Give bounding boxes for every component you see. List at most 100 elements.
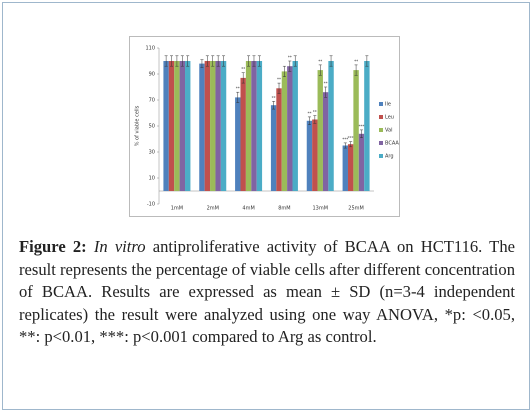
bar: [287, 66, 293, 191]
caption: Figure 2: In vitro antiproliferative act…: [19, 236, 515, 349]
x-tick-label: 1mM: [171, 206, 183, 212]
error-bar: [307, 116, 311, 125]
error-bar: [324, 86, 328, 98]
y-tick-label: 70: [149, 98, 155, 104]
y-tick-label: 10: [149, 176, 155, 182]
error-bar: [252, 55, 256, 67]
bar: [317, 70, 323, 191]
error-bar: [349, 141, 353, 148]
error-bar: [288, 60, 292, 72]
legend-label: Leu: [385, 115, 394, 121]
legend-label: Val: [385, 128, 393, 134]
error-bar: [277, 82, 281, 94]
error-bar: [200, 59, 204, 68]
error-bar: [329, 55, 333, 67]
significance: **: [354, 59, 358, 64]
error-bar: [343, 142, 347, 149]
significance: **: [272, 95, 276, 100]
bar: [235, 97, 241, 191]
error-bar: [282, 65, 286, 77]
bar: [256, 61, 263, 191]
bar: [347, 144, 354, 191]
bar: [270, 105, 277, 191]
y-axis-label: % of viable cells: [135, 105, 141, 146]
significance: **: [313, 110, 317, 115]
x-tick-label: 13mM: [312, 206, 328, 212]
error-bar: [186, 55, 190, 67]
bar: [240, 77, 246, 191]
bar: [251, 61, 257, 191]
bar: [185, 61, 191, 191]
error-bar: [241, 72, 245, 84]
legend-swatch: [379, 102, 383, 106]
legend-swatch: [379, 141, 383, 145]
error-bar: [272, 101, 276, 110]
x-tick-label: 4mM: [242, 206, 254, 212]
bar: [292, 61, 298, 191]
significance: **: [241, 67, 245, 72]
bar: [245, 61, 252, 191]
bar: [276, 88, 282, 191]
caption-italic: In vitro: [93, 237, 146, 256]
significance: **: [307, 111, 311, 116]
error-bar: [247, 55, 251, 67]
bar: [342, 145, 348, 191]
legend-label: Ile: [385, 102, 391, 108]
error-bar: [313, 115, 317, 124]
error-bar: [354, 64, 358, 76]
bar: [199, 63, 205, 191]
error-bar: [216, 55, 220, 67]
legend-label: BCAA: [385, 141, 399, 147]
significance: **: [236, 86, 240, 91]
significance: **: [324, 81, 328, 86]
error-bar: [211, 55, 215, 67]
error-bar: [175, 55, 179, 67]
legend-swatch: [379, 128, 383, 132]
significance: ***: [342, 137, 348, 142]
bar: [358, 133, 365, 191]
bar: [168, 61, 175, 191]
error-bar: [318, 64, 322, 76]
bar: [306, 120, 313, 191]
chart: % of viable cells -10 10 30 50 70 90 110 1mM 2mM…: [129, 36, 400, 217]
caption-label: Figure 2:: [19, 237, 87, 256]
significance: **: [318, 59, 322, 64]
bar: [174, 61, 180, 191]
bar: [364, 61, 370, 191]
significance: **: [277, 77, 281, 82]
x-tick-label: 2mM: [207, 206, 219, 212]
y-tick-label: 90: [149, 72, 155, 78]
significance: ***: [358, 124, 364, 129]
x-tick-label: 8mM: [278, 206, 290, 212]
bar: [281, 71, 288, 191]
bar: [210, 61, 216, 191]
significance: **: [288, 55, 292, 60]
bar: [353, 70, 359, 191]
bar: [322, 92, 329, 191]
bar: [328, 61, 334, 191]
legend-swatch: [379, 115, 383, 119]
bar: [220, 61, 227, 191]
y-tick-label: -10: [147, 202, 155, 208]
error-bar: [365, 55, 369, 67]
significance: ***: [348, 136, 354, 141]
legend-label: Arg: [385, 154, 394, 160]
error-bar: [170, 55, 174, 67]
bar: [163, 61, 169, 191]
y-tick-label: 110: [145, 46, 155, 52]
error-bar: [205, 55, 209, 67]
legend-swatch: [379, 154, 383, 158]
error-bar: [293, 55, 297, 67]
error-bar: [222, 55, 226, 67]
y-tick-label: 50: [149, 124, 155, 130]
caption-text: antiproliferative activity of BCAA on HC…: [19, 237, 515, 346]
y-tick-label: 30: [149, 150, 155, 156]
bar: [312, 119, 318, 191]
error-bar: [257, 55, 261, 67]
bar: [204, 61, 211, 191]
bar: [215, 61, 221, 191]
bar: [179, 61, 186, 191]
error-bar: [359, 129, 363, 138]
